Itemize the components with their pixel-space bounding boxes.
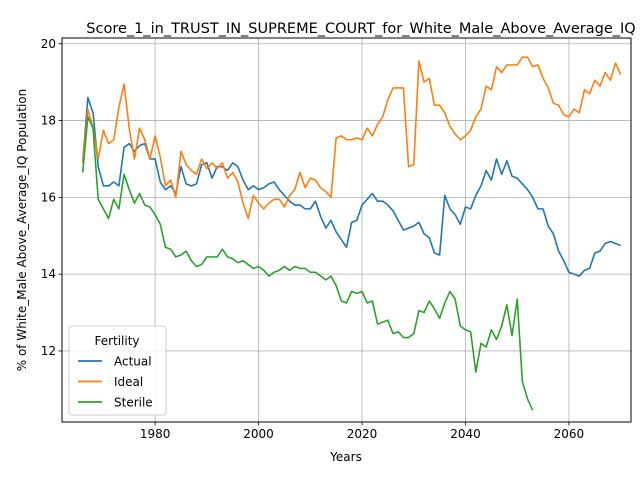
x-tick-label: 2060 <box>554 427 585 441</box>
y-axis-label: % of White_Male Above_Average_IQ Populat… <box>15 89 29 372</box>
x-tick-label: 1980 <box>140 427 171 441</box>
series-lines <box>81 56 622 411</box>
grid <box>62 38 631 422</box>
y-tick-label: 12 <box>41 344 56 358</box>
x-tick-label: 2000 <box>243 427 274 441</box>
series-line-ideal <box>81 56 622 220</box>
series-line-sterile <box>81 115 534 411</box>
y-tick-label: 20 <box>41 37 56 51</box>
legend-label-sterile: Sterile <box>114 396 153 410</box>
legend-entries: Actual Ideal Sterile <box>78 355 153 410</box>
legend-title: Fertility <box>94 334 139 348</box>
legend-label-ideal: Ideal <box>114 375 143 389</box>
legend-label-actual: Actual <box>114 355 152 369</box>
y-tick-label: 14 <box>41 267 56 281</box>
chart-title: Score_1_in_TRUST_IN_SUPREME_COURT_for_Wh… <box>86 21 635 37</box>
legend: Fertility Actual Ideal Sterile <box>68 325 167 416</box>
axis-ticks: 1980 2000 2020 2040 2060 12 14 16 18 20 <box>41 37 584 441</box>
y-tick-label: 16 <box>41 190 56 204</box>
x-axis-label: Years <box>329 450 362 464</box>
x-tick-label: 2040 <box>450 427 481 441</box>
x-tick-label: 2020 <box>347 427 378 441</box>
plot-frame <box>61 37 632 423</box>
y-tick-label: 18 <box>41 114 56 128</box>
legend-box <box>68 325 167 416</box>
